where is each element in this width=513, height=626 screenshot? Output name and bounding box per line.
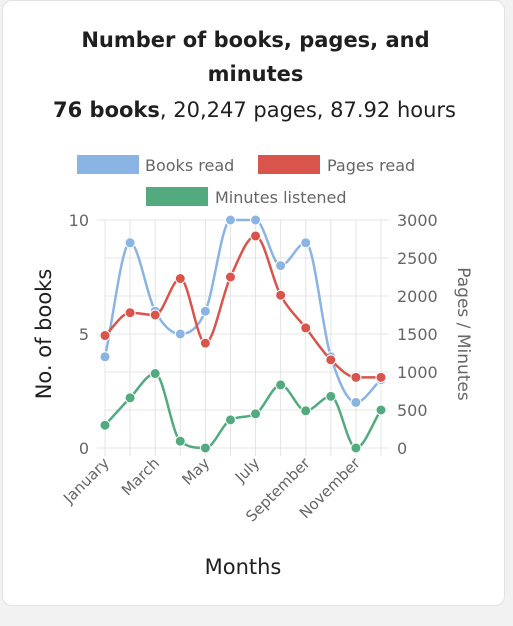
- series-1-point: [300, 237, 312, 249]
- y-right-tick-label: 3000: [397, 211, 438, 230]
- series-line-2: [104, 234, 381, 379]
- y-left-tick-label: 10: [69, 211, 89, 230]
- series-2-point: [300, 322, 312, 334]
- series-2-point: [99, 330, 111, 342]
- series-1-point: [275, 260, 287, 272]
- x-tick-label: January: [59, 454, 113, 508]
- pages-count: 20,247 pages: [173, 98, 317, 122]
- series-3-point: [300, 405, 312, 417]
- y-left-tick-label: 0: [79, 439, 89, 458]
- y-right-axis-title: Pages / Minutes: [453, 267, 473, 401]
- summary-separator-2: ,: [316, 98, 331, 122]
- series-3-point: [149, 368, 161, 380]
- y-right-tick-label: 1500: [397, 325, 438, 344]
- x-tick-label: March: [118, 454, 163, 499]
- series-1-point: [224, 214, 236, 226]
- y-left-tick-label: 5: [79, 325, 89, 344]
- chart-card: Number of books, pages, and minutes 76 b…: [2, 0, 505, 606]
- series-3-point: [375, 404, 387, 416]
- series-2-point: [325, 354, 337, 366]
- series-2-point: [199, 337, 211, 349]
- x-axis-title: Months: [205, 555, 282, 579]
- y-right-tick-label: 2500: [397, 249, 438, 268]
- books-count: 76 books: [53, 98, 160, 122]
- hours-count: 87.92 hours: [330, 98, 456, 122]
- series-3-point: [199, 442, 211, 454]
- legend-label-1: Books read: [145, 156, 234, 175]
- series-3-point: [325, 390, 337, 402]
- series-1-point: [124, 237, 136, 249]
- series-3-point: [124, 392, 136, 404]
- y-right-tick-label: 0: [397, 439, 407, 458]
- series-1-point: [250, 214, 262, 226]
- series-2-point: [174, 273, 186, 285]
- legend-label-2: Pages read: [327, 156, 415, 175]
- y-right-tick-label: 500: [397, 401, 428, 420]
- legend-swatch-3: [146, 187, 208, 206]
- series-3-point: [350, 442, 362, 454]
- x-tick-label: July: [231, 454, 264, 487]
- series-3-point: [275, 379, 287, 391]
- series-2-point: [250, 230, 262, 242]
- series-1-point: [350, 396, 362, 408]
- y-right-tick-label: 2000: [397, 287, 438, 306]
- series-2-point: [375, 371, 387, 383]
- series-2-point: [124, 307, 136, 319]
- series-1-point: [174, 328, 186, 340]
- series-3-point: [250, 408, 262, 420]
- y-right-tick-label: 1000: [397, 363, 438, 382]
- y-left-axis-title: No. of books: [32, 269, 56, 400]
- chart-summary: 76 books, 20,247 pages, 87.92 hours: [3, 95, 506, 125]
- series-1-point: [99, 351, 111, 363]
- legend-swatch-2: [258, 155, 320, 174]
- series-1-point: [199, 305, 211, 317]
- series-3-point: [224, 414, 236, 426]
- x-tick-label: May: [179, 454, 214, 489]
- series-2-point: [149, 309, 161, 321]
- legend-swatch-1: [77, 155, 139, 174]
- series-2-point: [224, 271, 236, 283]
- series-line-3: [104, 372, 383, 450]
- series-2-point: [350, 371, 362, 383]
- series-2-point: [275, 289, 287, 301]
- legend-label-3: Minutes listened: [215, 188, 347, 207]
- series-3-point: [99, 419, 111, 431]
- series-3-point: [174, 435, 186, 447]
- summary-separator-1: ,: [159, 98, 174, 122]
- chart-title: Number of books, pages, and minutes: [81, 28, 430, 86]
